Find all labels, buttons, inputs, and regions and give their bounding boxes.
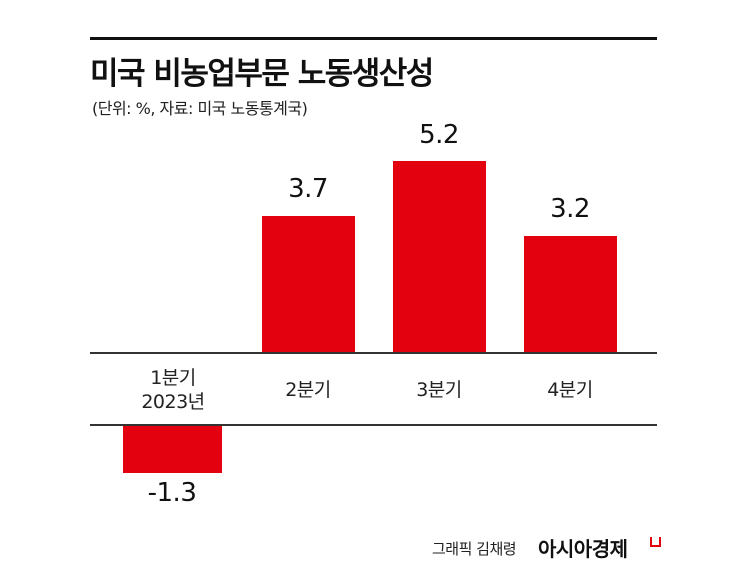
category-band-bottom-line <box>90 424 657 426</box>
bar-q2 <box>262 216 355 353</box>
graphic-credit: 그래픽 김채령 <box>432 540 517 558</box>
value-label-q2: 3.7 <box>288 174 328 204</box>
brand-logo: 아시아경제 <box>538 537 628 561</box>
brand-mark-icon <box>650 537 661 547</box>
category-label-q1-year: 2023년 <box>141 391 205 413</box>
bar-q3 <box>393 161 486 353</box>
category-label-q4: 4분기 <box>547 379 593 401</box>
top-rule <box>90 37 657 40</box>
category-label-q2: 2분기 <box>285 379 331 401</box>
chart-title: 미국 비농업부문 노동생산성 <box>90 56 434 92</box>
value-label-q4: 3.2 <box>550 194 590 224</box>
bar-q1 <box>123 426 222 473</box>
value-label-q3: 5.2 <box>419 120 459 150</box>
category-label-q1-quarter: 1분기 <box>150 367 196 389</box>
zero-axis-line <box>90 352 657 354</box>
chart-subtitle: (단위: %, 자료: 미국 노동통계국) <box>92 99 308 118</box>
value-label-q1: -1.3 <box>147 478 197 508</box>
category-label-q1: 1분기 2023년 <box>108 366 238 414</box>
bar-q4 <box>524 236 617 353</box>
category-label-q3: 3분기 <box>416 379 462 401</box>
